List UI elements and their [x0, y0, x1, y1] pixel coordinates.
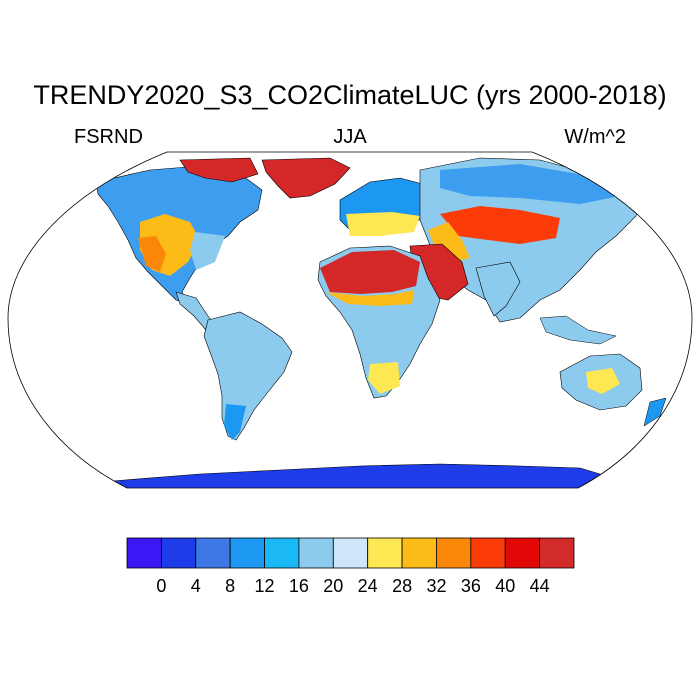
colorbar-tick-label: 36: [461, 576, 481, 596]
colorbar-box: [436, 537, 472, 569]
colorbar-tick-label: 16: [289, 576, 309, 596]
south-africa-warm: [368, 362, 400, 394]
colorbar-box: [332, 537, 369, 569]
maritime-se-asia: [539, 315, 617, 345]
colorbar-box: [298, 537, 334, 569]
colorbar-tick-label: 4: [191, 576, 201, 596]
colorbar-box: [160, 537, 197, 569]
colorbar-box: [229, 537, 265, 569]
colorbar-tick-label: 8: [225, 576, 235, 596]
india: [475, 261, 521, 317]
colorbar-tick-label: 28: [392, 576, 412, 596]
colorbar-tick-label: 24: [358, 576, 378, 596]
sahara: [320, 250, 420, 294]
variable-label: FSRND: [74, 126, 143, 148]
map-title: TRENDY2020_S3_CO2ClimateLUC (yrs 2000-20…: [33, 80, 667, 110]
colorbar-box: [264, 537, 300, 569]
colorbar-tick-label: 12: [255, 576, 275, 596]
australia-interior: [586, 368, 620, 394]
siberia-cool: [440, 164, 620, 204]
colorbar-box: [504, 537, 541, 569]
na-east: [190, 232, 225, 270]
new-zealand: [643, 397, 667, 427]
central-asia-warm: [428, 222, 470, 262]
arctic-islands: [179, 157, 259, 183]
season-label: JJA: [333, 126, 367, 148]
colorbar-tick-label: 20: [323, 576, 343, 596]
colorbar-tick-label: 44: [530, 576, 550, 596]
sahel-warm: [326, 290, 414, 306]
colorbar-tick-label: 32: [426, 576, 446, 596]
antarctica: [78, 463, 641, 488]
colorbar-box: [539, 537, 575, 569]
colorbar-box: [470, 537, 506, 569]
colorbar-box: [401, 537, 437, 569]
europe-south-warm: [346, 212, 420, 236]
sa-south-cool: [224, 404, 246, 440]
colorbar-tick-label: 40: [495, 576, 515, 596]
na-southwest-hot: [138, 236, 166, 272]
colorbar-tick-label: 0: [156, 576, 166, 596]
colorbar-box: [195, 537, 231, 569]
central-asia-hot: [440, 206, 560, 244]
globe-outline: [7, 151, 693, 489]
colorbar-box: [367, 537, 403, 569]
colorbar-box: [126, 537, 162, 569]
greenland: [261, 157, 351, 199]
units-label: W/m^2: [564, 126, 626, 148]
